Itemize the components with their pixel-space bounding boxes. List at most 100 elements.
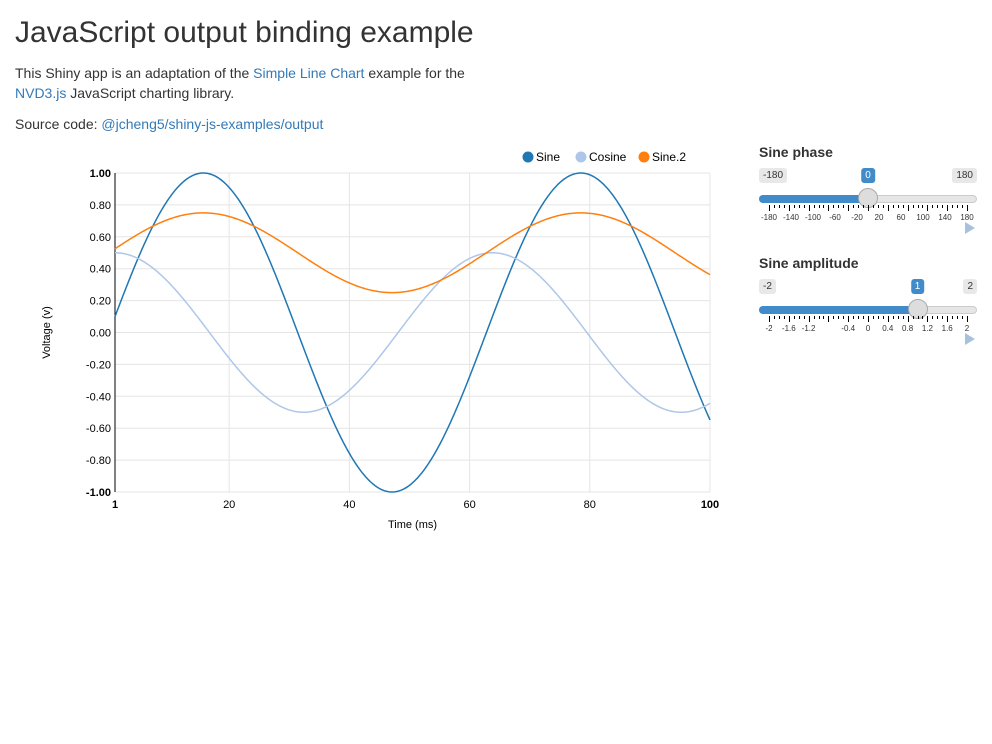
slider-tick bbox=[803, 205, 805, 208]
y-tick-label: -0.40 bbox=[86, 391, 111, 403]
page-title: JavaScript output binding example bbox=[15, 16, 474, 49]
slider-tick bbox=[793, 205, 795, 208]
slider-tick bbox=[912, 205, 914, 208]
sine-phase-label: Sine phase bbox=[759, 144, 833, 160]
x-axis-title: Time (ms) bbox=[388, 519, 437, 531]
slider-tick-label: 0.4 bbox=[882, 324, 894, 333]
slider-tick bbox=[828, 316, 830, 322]
slider-tick bbox=[788, 316, 790, 322]
slider-tick bbox=[942, 316, 944, 319]
slider-tick bbox=[952, 316, 954, 319]
slider-tick bbox=[967, 316, 968, 322]
intro-prefix: This Shiny app is an adaptation of the bbox=[15, 65, 254, 81]
slider-tick bbox=[823, 205, 825, 208]
slider-tick bbox=[957, 316, 959, 319]
y-tick-label: 0.80 bbox=[90, 200, 111, 212]
slider-tick-label: -180 bbox=[760, 213, 778, 222]
slider-tick-label: 0 bbox=[865, 324, 871, 333]
slider-tick bbox=[907, 316, 909, 322]
slider-tick bbox=[853, 316, 855, 319]
slider-tick bbox=[773, 316, 775, 319]
intro-mid: example for the bbox=[364, 65, 465, 81]
slider-value-label: 0 bbox=[861, 168, 875, 183]
intro-text: This Shiny app is an adaptation of the S… bbox=[15, 63, 465, 103]
y-tick-label: -0.60 bbox=[86, 423, 111, 435]
slider-tick bbox=[882, 316, 884, 319]
source-code-link[interactable]: @jcheng5/shiny-js-examples/output bbox=[101, 116, 324, 132]
x-tick-label: 40 bbox=[343, 499, 355, 511]
slider-tick-label: 1.2 bbox=[921, 324, 933, 333]
slider-tick bbox=[942, 205, 944, 208]
slider-tick bbox=[892, 316, 894, 319]
legend-marker bbox=[575, 151, 587, 163]
slider-tick bbox=[962, 316, 964, 319]
play-icon[interactable] bbox=[965, 333, 975, 345]
legend-label: Sine.2 bbox=[652, 150, 686, 164]
slider-tick bbox=[769, 316, 770, 322]
play-icon[interactable] bbox=[965, 222, 975, 234]
slider-tick bbox=[833, 205, 835, 208]
x-tick-label: 100 bbox=[701, 499, 719, 511]
slider-tick bbox=[922, 316, 924, 319]
y-tick-label: -0.80 bbox=[86, 455, 111, 467]
slider-tick bbox=[937, 205, 939, 208]
slider-tick bbox=[962, 205, 964, 208]
slider-tick bbox=[798, 316, 800, 319]
slider-tick bbox=[848, 205, 850, 211]
slider-tick bbox=[897, 316, 899, 319]
x-tick-label: 60 bbox=[463, 499, 475, 511]
sine-amplitude-slider[interactable]: -2 2 1 -2 -1.6 -1.2 -0.4 0 0.4 0.8 1.2 1.6 2 bbox=[759, 279, 979, 349]
slider-tick-label: 100 bbox=[916, 213, 930, 222]
slider-grid: -180 -140 -100 -60 -20 20 60 100 140 180 bbox=[759, 205, 977, 231]
slider-tick bbox=[882, 205, 884, 208]
x-tick-label: 80 bbox=[584, 499, 596, 511]
y-tick-label: 0.40 bbox=[90, 264, 111, 276]
slider-tick bbox=[912, 316, 914, 319]
slider-tick bbox=[952, 205, 954, 208]
y-tick-label: -1.00 bbox=[86, 487, 111, 499]
slider-tick bbox=[868, 205, 869, 211]
sine-phase-slider[interactable]: -180 180 0 -180 -140 -100 -60 -20 20 60 100 140 1… bbox=[759, 168, 979, 238]
slider-tick bbox=[793, 316, 795, 319]
slider-tick bbox=[838, 316, 840, 319]
y-tick-label: -0.20 bbox=[86, 359, 111, 371]
slider-tick bbox=[808, 316, 810, 322]
slider-min-label: -2 bbox=[759, 279, 776, 294]
series-line-sine bbox=[114, 172, 711, 493]
slider-tick bbox=[887, 205, 889, 211]
series-line-sine-2 bbox=[114, 212, 711, 294]
simple-line-chart-link[interactable]: Simple Line Chart bbox=[253, 65, 365, 81]
slider-tick bbox=[783, 205, 785, 208]
slider-tick bbox=[967, 205, 968, 211]
nvd3-link[interactable]: NVD3.js bbox=[15, 85, 67, 101]
slider-tick bbox=[917, 205, 919, 208]
slider-tick bbox=[932, 316, 934, 319]
y-tick-label: 1.00 bbox=[90, 168, 111, 180]
series-line-cosine bbox=[114, 251, 711, 414]
slider-tick bbox=[877, 316, 879, 319]
slider-tick bbox=[897, 205, 899, 208]
slider-tick bbox=[863, 205, 865, 208]
slider-tick bbox=[932, 205, 934, 208]
slider-tick-label: 0.8 bbox=[902, 324, 914, 333]
slider-tick bbox=[843, 205, 845, 208]
slider-tick bbox=[902, 316, 904, 319]
slider-tick bbox=[838, 205, 840, 208]
slider-tick bbox=[927, 205, 929, 211]
slider-tick bbox=[872, 205, 874, 208]
line-chart: 1.00 0.80 0.60 0.40 0.20 0.00 -0.20 -0.40 -0.60 -… bbox=[41, 150, 719, 531]
slider-tick bbox=[922, 205, 924, 208]
slider-tick bbox=[917, 316, 919, 319]
y-axis-title: Voltage (v) bbox=[41, 306, 53, 359]
slider-fill bbox=[759, 195, 868, 203]
slider-tick-label: -1.6 bbox=[781, 324, 796, 333]
slider-tick bbox=[818, 316, 820, 319]
slider-tick-label: -100 bbox=[804, 213, 822, 222]
slider-tick bbox=[957, 205, 959, 208]
slider-max-label: 2 bbox=[963, 279, 977, 294]
slider-tick bbox=[773, 205, 775, 208]
slider-tick bbox=[868, 316, 869, 322]
slider-value-label: 1 bbox=[910, 279, 925, 294]
slider-tick bbox=[818, 205, 820, 208]
legend-marker bbox=[638, 151, 650, 163]
